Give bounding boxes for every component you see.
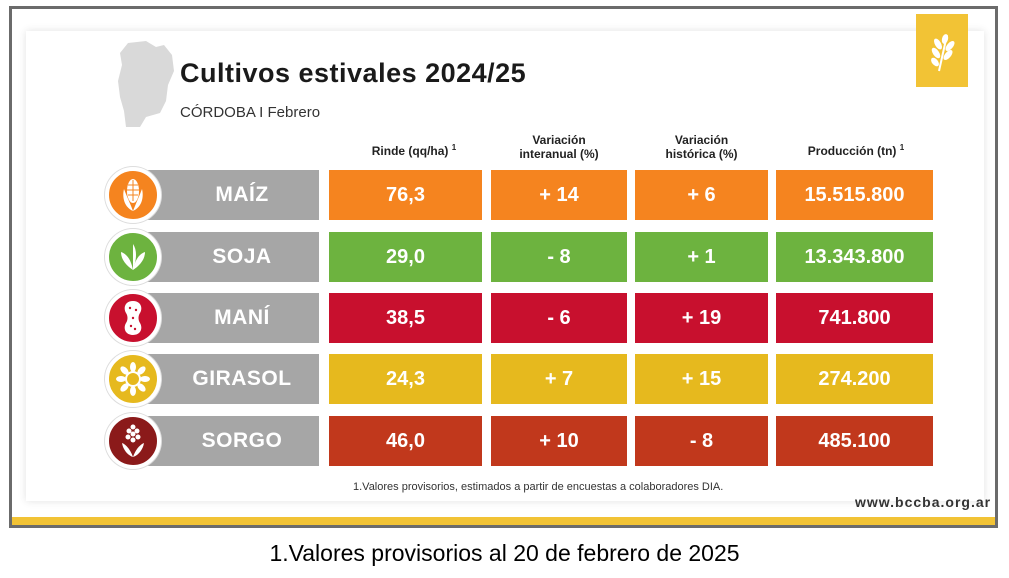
cell-variacion-interanual: - 6 [491,293,627,343]
table-row: SOJA 29,0 - 8 + 1 13.343.800 [12,229,995,285]
table-row: MAÍZ 76,3 + 14 + 6 15.515.800 [12,167,995,223]
header-variacion-historica: Variación histórica (%) [665,133,738,161]
cell-rinde: 38,5 [329,293,482,343]
table-row: GIRASOL 24,3 + 7 + 15 274.200 [12,351,995,407]
cordoba-map-icon [118,41,174,127]
cell-variacion-interanual: + 14 [491,170,627,220]
cell-produccion: 274.200 [776,354,933,404]
sorghum-icon [105,413,161,469]
footnote: 1.Valores provisorios, estimados a parti… [353,481,724,493]
crop-label: GIRASOL [145,354,319,404]
crop-label: MANÍ [145,293,319,343]
cell-produccion: 741.800 [776,293,933,343]
wheat-icon [931,33,955,71]
cell-rinde: 46,0 [329,416,482,466]
header-variacion-interanual: Variación interanual (%) [519,133,599,161]
cell-variacion-historica: + 6 [635,170,768,220]
image-caption: 1.Valores provisorios al 20 de febrero d… [269,540,740,566]
header-produccion: Producción (tn) 1 [807,143,905,158]
cell-variacion-interanual: + 7 [491,354,627,404]
cell-produccion: 485.100 [776,416,933,466]
cell-variacion-interanual: + 10 [491,416,627,466]
crop-label: SORGO [145,416,319,466]
peanut-icon [105,290,161,346]
soybean-icon [105,229,161,285]
cell-rinde: 24,3 [329,354,482,404]
bottom-stripe [12,517,995,525]
cell-variacion-historica: + 19 [635,293,768,343]
cell-produccion: 13.343.800 [776,232,933,282]
cell-variacion-historica: + 1 [635,232,768,282]
table-row: SORGO 46,0 + 10 - 8 485.100 [12,413,995,469]
cell-variacion-historica: + 15 [635,354,768,404]
wheat-logo [916,14,968,87]
cell-rinde: 29,0 [329,232,482,282]
sunflower-icon [105,351,161,407]
corn-icon [105,167,161,223]
header-rinde: Rinde (qq/ha) 1 [371,143,457,158]
crop-label: MAÍZ [145,170,319,220]
table-row: MANÍ 38,5 - 6 + 19 741.800 [12,290,995,346]
cell-variacion-interanual: - 8 [491,232,627,282]
website-url: www.bccba.org.ar [855,494,992,510]
cell-rinde: 76,3 [329,170,482,220]
infographic-frame: Cultivos estivales 2024/25 CÓRDOBA I Feb… [9,6,998,528]
cell-variacion-historica: - 8 [635,416,768,466]
cell-produccion: 15.515.800 [776,170,933,220]
page-title: Cultivos estivales 2024/25 [180,58,527,88]
page-subtitle: CÓRDOBA I Febrero [180,104,321,121]
crop-label: SOJA [145,232,319,282]
